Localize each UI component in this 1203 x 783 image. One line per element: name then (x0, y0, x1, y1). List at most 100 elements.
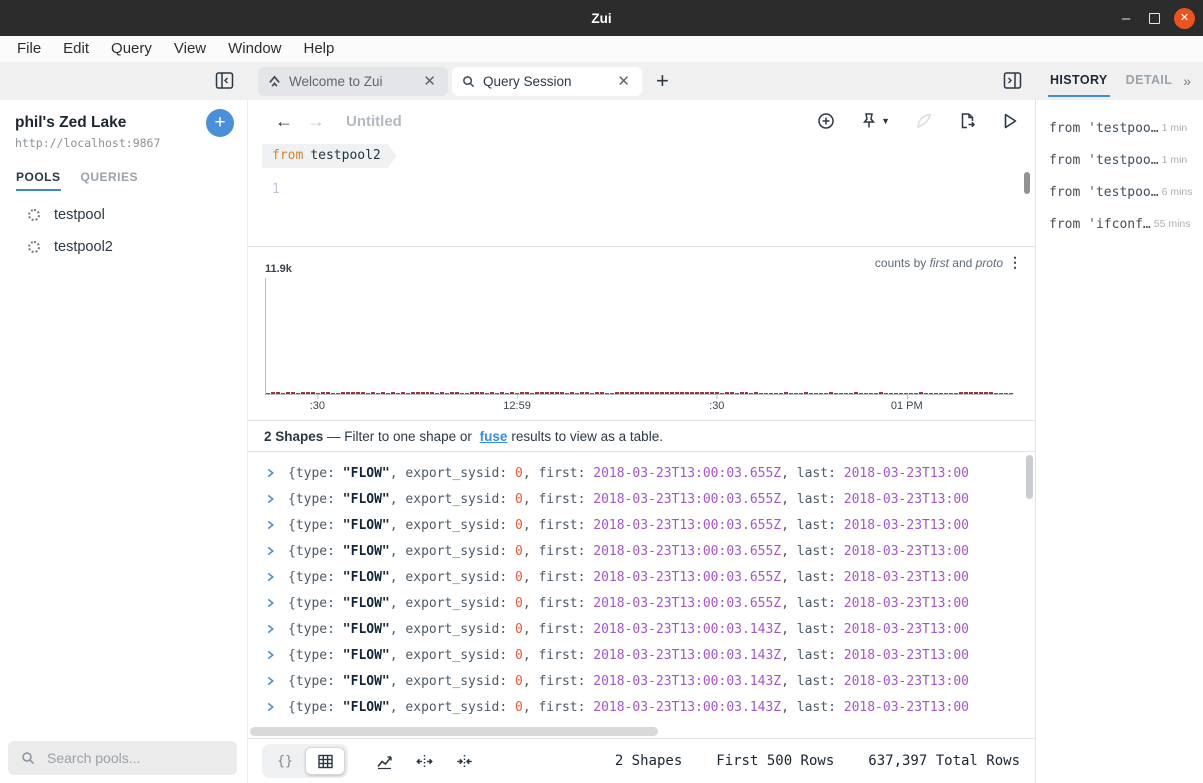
tab-close-icon[interactable]: ✕ (617, 73, 630, 90)
histogram-bar (355, 392, 360, 394)
pill-pool-name: testpool2 (310, 148, 381, 163)
histogram-bar (515, 393, 520, 394)
expand-chevron-icon[interactable] (266, 572, 275, 582)
histogram-bar (290, 392, 295, 394)
table-row[interactable]: {type: "FLOW", export_sysid: 0, first: 2… (248, 590, 1035, 616)
row-json-text: {type: "FLOW", export_sysid: 0, first: 2… (288, 543, 969, 559)
maximize-button[interactable] (1149, 12, 1160, 24)
expand-chevron-icon[interactable] (266, 494, 275, 504)
table-row[interactable]: {type: "FLOW", export_sysid: 0, first: 2… (248, 538, 1035, 564)
table-view-button[interactable] (305, 747, 345, 775)
table-row[interactable]: {type: "FLOW", export_sysid: 0, first: 2… (248, 564, 1035, 590)
tab-history[interactable]: HISTORY (1048, 62, 1110, 100)
query-editor[interactable]: from testpool2 1 (248, 142, 1035, 247)
menu-file[interactable]: File (17, 40, 42, 57)
sidebar-tab-queries[interactable]: QUERIES (80, 170, 139, 184)
menu-edit[interactable]: Edit (63, 40, 90, 57)
new-tab-button[interactable]: + (656, 68, 669, 93)
pool-item-testpool2[interactable]: testpool2 (0, 231, 247, 263)
histogram-bar (983, 392, 988, 394)
expand-chevron-icon[interactable] (266, 520, 275, 530)
histogram-plot[interactable] (265, 278, 1013, 395)
right-panel-toggle-icon[interactable] (1003, 71, 1022, 90)
tab-welcome[interactable]: Welcome to Zui ✕ (258, 66, 448, 96)
menu-view[interactable]: View (173, 40, 207, 57)
chart-menu-icon[interactable]: ⋮ (1008, 254, 1022, 270)
horizontal-scrollbar-thumb[interactable] (250, 727, 658, 736)
table-row[interactable]: {type: "FLOW", export_sysid: 0, first: 2… (248, 512, 1035, 538)
expand-chevron-icon[interactable] (266, 676, 275, 686)
export-icon[interactable] (958, 112, 976, 130)
menu-help[interactable]: Help (303, 40, 335, 57)
histogram-bar (310, 392, 315, 394)
menu-query[interactable]: Query (111, 40, 152, 57)
row-json-text: {type: "FLOW", export_sysid: 0, first: 2… (288, 647, 969, 663)
expand-chevron-icon[interactable] (266, 650, 275, 660)
editor-scrollbar-thumb[interactable] (1024, 172, 1030, 194)
run-query-icon[interactable] (1001, 112, 1019, 130)
table-row[interactable]: {type: "FLOW", export_sysid: 0, first: 2… (248, 668, 1035, 694)
back-button[interactable]: ← (275, 110, 293, 131)
histogram-bar (380, 392, 385, 394)
histogram-bar (300, 392, 305, 394)
history-time: 1 min (1161, 154, 1188, 166)
menu-window[interactable]: Window (228, 40, 282, 57)
histogram-bar (978, 392, 983, 394)
tab-close-icon[interactable]: ✕ (423, 73, 436, 90)
left-panel-toggle-icon[interactable] (215, 71, 234, 90)
chevron-down-icon: ▼ (881, 116, 890, 126)
forward-button[interactable]: → (307, 110, 325, 131)
histogram-bar (739, 392, 744, 394)
expand-chevron-icon[interactable] (266, 546, 275, 556)
search-pools-input[interactable]: Search pools... (8, 741, 237, 775)
histogram-bar (809, 393, 814, 394)
close-button[interactable]: ✕ (1174, 7, 1195, 29)
histogram-bar (455, 392, 460, 394)
table-row[interactable]: {type: "FLOW", export_sysid: 0, first: 2… (248, 486, 1035, 512)
histogram-bar (659, 392, 664, 394)
history-item[interactable]: from 'testpoo… 6 mins (1036, 176, 1203, 208)
collapse-columns-icon[interactable] (456, 753, 473, 770)
minimize-button[interactable]: – (1121, 9, 1131, 27)
histogram-bar (779, 393, 784, 394)
chart-legend: counts by first and proto (874, 256, 1003, 270)
tab-detail[interactable]: DETAIL (1125, 73, 1173, 87)
tab-query-session[interactable]: Query Session ✕ (452, 66, 642, 96)
zoom-add-icon[interactable] (817, 112, 835, 130)
fuse-link[interactable]: fuse (479, 428, 508, 444)
table-row[interactable]: {type: "FLOW", export_sysid: 0, first: 2… (248, 616, 1035, 642)
table-row[interactable]: {type: "FLOW", export_sysid: 0, first: 2… (248, 694, 1035, 720)
history-item[interactable]: from 'ifconf… 55 mins (1036, 208, 1203, 240)
expand-chevron-icon[interactable] (266, 702, 275, 712)
add-pool-button[interactable]: + (206, 109, 234, 137)
histogram-bar (425, 392, 430, 394)
histogram-bar (709, 392, 714, 394)
chart-view-icon[interactable] (376, 753, 393, 770)
history-item[interactable]: from 'testpoo… 1 min (1036, 144, 1203, 176)
histogram-bar (943, 393, 948, 394)
histogram-bar (933, 393, 938, 394)
histogram-bar (799, 393, 804, 394)
history-item[interactable]: from 'testpoo… 1 min (1036, 112, 1203, 144)
histogram-bar (764, 393, 769, 394)
raw-view-button[interactable]: {} (277, 753, 293, 769)
histogram-bar (649, 392, 654, 394)
histogram-bar (405, 393, 410, 394)
more-tabs-chevron-icon[interactable]: » (1183, 73, 1191, 89)
pin-menu-button[interactable]: ▼ (860, 112, 890, 130)
expand-columns-icon[interactable] (416, 753, 433, 770)
sidebar-tab-pools[interactable]: POOLS (16, 170, 61, 191)
expand-chevron-icon[interactable] (266, 624, 275, 634)
vertical-scrollbar-thumb[interactable] (1026, 455, 1033, 499)
from-pool-pill[interactable]: from testpool2 (262, 144, 397, 168)
row-json-text: {type: "FLOW", export_sysid: 0, first: 2… (288, 699, 969, 715)
expand-chevron-icon[interactable] (266, 598, 275, 608)
lake-name: phil's Zed Lake (15, 114, 127, 131)
table-row[interactable]: {type: "FLOW", export_sysid: 0, first: 2… (248, 642, 1035, 668)
table-row[interactable]: {type: "FLOW", export_sysid: 0, first: 2… (248, 460, 1035, 486)
pool-item-testpool[interactable]: testpool (0, 199, 247, 231)
expand-chevron-icon[interactable] (266, 468, 275, 478)
histogram-bar (829, 392, 834, 394)
histogram-bar (609, 393, 614, 394)
histogram-bar (410, 392, 415, 394)
